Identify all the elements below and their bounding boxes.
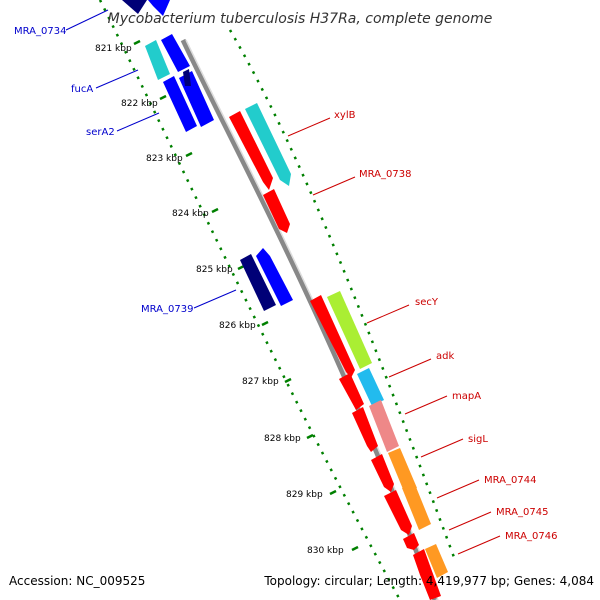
gene-label-mra0738[interactable]: MRA_0738 <box>359 169 411 180</box>
gene-arrow[interactable] <box>357 368 384 406</box>
gene-arrow-mra0746[interactable] <box>413 549 441 600</box>
gene-label-mra0739[interactable]: MRA_0739 <box>141 304 193 315</box>
gene-arrow-sigl[interactable] <box>371 454 394 492</box>
kbp-label: 823 kbp <box>146 154 183 164</box>
kbp-tick-marks <box>133 39 359 552</box>
gene-label-mra0734[interactable]: MRA_0734 <box>14 26 66 37</box>
kbp-label: 830 kbp <box>307 546 344 556</box>
tick-track-outer <box>228 29 457 561</box>
gene-arrow[interactable] <box>245 103 291 186</box>
gene-arrow-mra0739[interactable] <box>240 254 276 311</box>
gene-label-sigl[interactable]: sigL <box>468 434 488 445</box>
accession-label: Accession: NC_009525 <box>9 574 146 588</box>
reverse-strand-genes <box>122 0 293 311</box>
gene-arrow[interactable] <box>161 34 190 72</box>
kbp-label: 824 kbp <box>172 209 209 219</box>
tick-track-inner <box>98 0 402 600</box>
gene-arrow-adk[interactable] <box>339 373 364 410</box>
map-title: Mycobacterium tuberculosis H37Ra, comple… <box>108 11 493 27</box>
gene-arrow-xylb[interactable] <box>229 111 273 190</box>
gene-label-mra0745[interactable]: MRA_0745 <box>496 507 548 518</box>
label-leaders <box>65 9 501 555</box>
gene-arrow[interactable] <box>327 291 372 369</box>
kbp-label: 827 kbp <box>242 377 279 387</box>
gene-arrow-mapa[interactable] <box>352 407 378 452</box>
gene-label-mra0744[interactable]: MRA_0744 <box>484 475 536 486</box>
kbp-labels: 821 kbp 822 kbp 823 kbp 824 kbp 825 kbp … <box>95 44 344 556</box>
kbp-label: 822 kbp <box>121 99 158 109</box>
gene-arrow-mra0744[interactable] <box>384 490 412 535</box>
gene-arrow[interactable] <box>122 0 147 14</box>
gene-label-xylb[interactable]: xylB <box>334 110 356 121</box>
gene-label-adk[interactable]: adk <box>436 351 454 362</box>
gene-arrow[interactable] <box>183 69 191 86</box>
genome-backbone-highlight <box>185 39 439 600</box>
gene-label-sera2[interactable]: serA2 <box>86 127 115 138</box>
kbp-label: 821 kbp <box>95 44 132 54</box>
kbp-label: 828 kbp <box>264 434 301 444</box>
gene-label-secy[interactable]: secY <box>415 297 439 308</box>
gene-arrow[interactable] <box>369 400 399 452</box>
gene-arrow[interactable] <box>148 0 170 16</box>
genome-summary: Topology: circular; Length: 4,419,977 bp… <box>264 574 594 588</box>
gene-arrow[interactable] <box>388 448 417 494</box>
gene-arrow[interactable] <box>402 482 431 530</box>
gene-arrow[interactable] <box>256 248 293 306</box>
gene-arrow-fuca[interactable] <box>145 40 170 80</box>
gene-label-fuca[interactable]: fucA <box>71 84 93 95</box>
forward-strand-genes <box>229 103 448 600</box>
gene-label-mra0746[interactable]: MRA_0746 <box>505 531 557 542</box>
gene-arrow[interactable] <box>425 544 448 578</box>
gene-labels: MRA_0734 fucA serA2 MRA_0739 xylB MRA_07… <box>14 26 557 542</box>
gene-arrow-mra0745[interactable] <box>403 533 419 550</box>
gene-arrow-mra0738[interactable] <box>263 189 290 233</box>
kbp-label: 826 kbp <box>219 321 256 331</box>
gene-arrow-secy[interactable] <box>310 295 355 378</box>
kbp-label: 829 kbp <box>286 490 323 500</box>
gene-label-mapa[interactable]: mapA <box>452 391 481 402</box>
gene-arrow-sera2[interactable] <box>163 76 197 132</box>
kbp-label: 825 kbp <box>196 265 233 275</box>
